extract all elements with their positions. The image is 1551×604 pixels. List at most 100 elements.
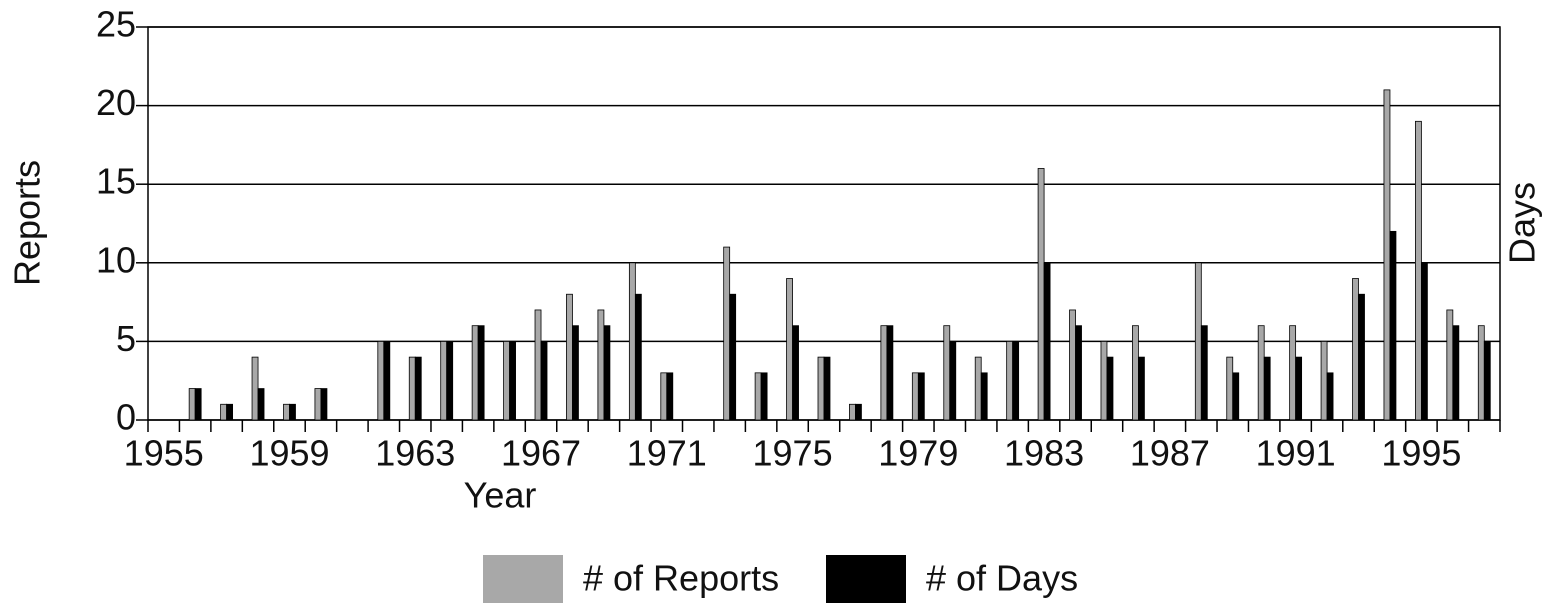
bar [1352,278,1359,421]
bar [754,372,762,421]
bar [1483,340,1491,421]
bar [477,325,485,421]
bar [760,372,768,421]
bar [1200,325,1208,421]
bar [911,372,919,421]
bar [1194,262,1202,421]
bar [471,325,479,421]
x-tick-label: 1991 [1256,433,1336,474]
bar [503,340,510,421]
bar [446,340,454,421]
bar [414,356,422,421]
legend-label: # of Days [926,558,1078,599]
bar [257,388,265,421]
bar [849,403,856,421]
bar [1263,356,1271,421]
y-axis-label: Reports [7,160,48,286]
bar [289,403,296,421]
y-tick-label: 25 [96,4,136,45]
bar [194,388,202,421]
bar [786,278,793,421]
bar [1106,356,1114,421]
bar [597,309,605,421]
bar [880,325,888,421]
x-tick-label: 1979 [878,433,958,474]
bar [1326,372,1334,421]
bar [823,356,831,421]
x-axis-label: Year [464,475,537,516]
bar [729,293,737,421]
y-tick-label: 20 [96,82,136,123]
bar [855,403,862,421]
x-tick-label: 1987 [1130,433,1210,474]
y-tick-label: 15 [96,161,136,202]
y-tick-label: 10 [96,239,136,280]
bar [220,403,228,421]
bar [1075,325,1082,421]
bar [603,325,611,421]
x-tick-label: 1983 [1004,433,1084,474]
bar [949,340,957,421]
y-tick-label: 0 [116,397,136,438]
bar [383,340,391,421]
bar [1232,372,1240,421]
bar [1289,325,1297,421]
bar [440,340,448,421]
bar [1132,325,1139,421]
bar [1358,293,1365,421]
x-tick-label: 1975 [753,433,833,474]
bar [1100,340,1108,421]
bar [408,356,416,421]
bar [974,356,982,421]
legend-label: # of Reports [583,558,779,599]
bar [723,246,731,421]
bar [666,372,674,421]
bar [1420,262,1428,421]
bar [1295,356,1303,421]
bar [1006,340,1014,421]
bar [1043,262,1051,421]
bar [566,293,573,421]
x-tick-label: 1995 [1381,433,1461,474]
bar [226,403,234,421]
x-tick-label: 1971 [627,433,707,474]
x-tick-label: 1955 [124,433,204,474]
legend-swatch [483,555,563,603]
legend-swatch [826,555,906,603]
bar [509,340,516,421]
bar [1389,230,1397,421]
bar [886,325,894,421]
bar [540,340,548,421]
bar [817,356,825,421]
x-tick-label: 1959 [249,433,329,474]
bar [283,403,290,421]
bar [917,372,925,421]
bar [320,388,328,421]
bar [1320,340,1328,421]
bar [377,340,385,421]
bar [1012,340,1020,421]
bar [634,293,642,421]
bar [572,325,579,421]
bar [980,372,988,421]
bar [314,388,322,421]
bar [251,356,259,421]
bar [1257,325,1265,421]
bar [660,372,668,421]
bar [1446,309,1454,421]
y2-axis-label: Days [1502,182,1543,264]
bar [1452,325,1460,421]
bar [943,325,951,421]
bar [1383,89,1391,421]
bar [628,262,636,421]
bar [1414,120,1422,421]
bar [1138,356,1145,421]
y-tick-label: 5 [116,318,136,359]
bar [792,325,799,421]
x-tick-label: 1967 [501,433,581,474]
x-tick-label: 1963 [375,433,455,474]
bar [1069,309,1076,421]
bar [188,388,196,421]
bar [1037,168,1045,421]
